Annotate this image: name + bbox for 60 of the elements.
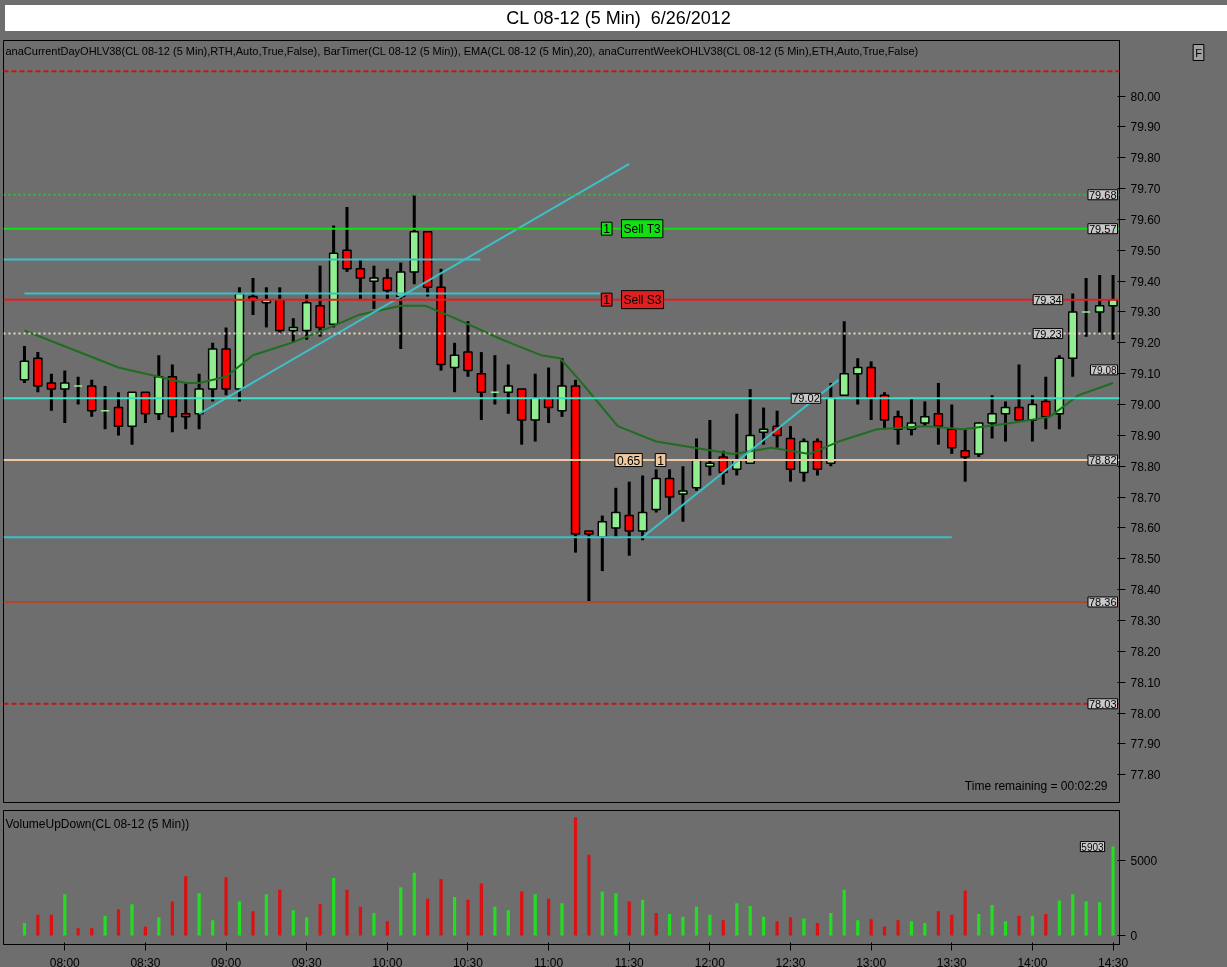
y-tick-label: 79.70 [1130,182,1161,197]
annotation: Sell S3 [623,292,662,307]
y-tick-label: 77.90 [1130,737,1161,752]
y-tick-label: 78.30 [1130,613,1161,628]
annotation: 5903 [1081,841,1105,853]
x-tick-label: 08:30 [130,955,161,967]
ref-line-label: 79.02 [792,392,820,405]
y-tick-label: 78.50 [1130,552,1161,567]
y-tick-label: 78.90 [1130,428,1161,443]
annotation: 0.65 [616,453,641,468]
y-tick-label: 78.20 [1130,644,1161,659]
x-tick-label: 10:00 [372,955,403,967]
x-tick-label: 08:00 [49,955,81,967]
ref-line-label: 78.82 [1088,454,1117,467]
chart-title: CL 08-12 (5 Min) 6/26/2012 [506,7,731,30]
y-tick-label: 78.80 [1130,459,1161,474]
y-tick-label: 79.90 [1130,120,1161,135]
y-tick-label: 78.40 [1130,583,1161,598]
ref-line-label: 79.57 [1088,222,1117,235]
annotation: Sell T3 [623,221,661,236]
x-tick-label: 09:30 [291,955,323,967]
y-tick-label: 79.30 [1130,305,1161,320]
ref-line-label: 79.23 [1034,327,1062,340]
x-tick-label: 11:00 [534,955,564,967]
y-tick-label: 79.80 [1130,151,1161,166]
x-tick-label: 14:30 [1098,955,1129,967]
y-tick-label: 78.00 [1130,706,1161,721]
y-tick-label: 79.40 [1130,274,1161,289]
text: F [1195,46,1203,59]
x-tick-label: 12:00 [694,955,726,967]
x-tick-label: 12:30 [775,955,806,967]
x-tick-label: 14:00 [1017,955,1048,967]
x-tick-label: 13:30 [936,955,968,967]
x-tick-label: 09:00 [211,955,242,967]
y-tick-label: 79.60 [1130,212,1161,227]
x-tick-label: 13:00 [856,955,887,967]
annotation: Time remaining = 00:02:29 [964,778,1108,793]
y-tick-label: 78.10 [1130,675,1161,690]
ref-line-label: 78.03 [1088,697,1117,710]
y-tick-label: 0 [1130,928,1138,943]
y-tick-label: 80.00 [1130,89,1161,104]
y-tick-label: 78.70 [1130,490,1161,505]
y-tick-label: 79.20 [1130,336,1161,351]
ref-line-label: 79.68 [1088,188,1117,201]
annotation: 1 [603,293,611,308]
x-tick-label: 11:30 [614,955,645,967]
chart-subtitle: anaCurrentDayOHLV38(CL 08-12 (5 Min),RTH,Auto,True,False), BarTimer(CL 08-12 (5 Min)), EMA(CL 08-12 (5 Min),20), anaCurrentWeekOHLV38(CL 08-12 (5 Min),ETH,Auto,True,False) [5,44,919,57]
annotation: 1 [603,222,611,237]
x-tick-label: 10:30 [452,955,484,967]
y-tick-label: 79.00 [1130,398,1161,413]
ref-line-label: 78.36 [1088,595,1117,608]
y-tick-label: 79.50 [1130,243,1161,258]
ref-line-label: 79.34 [1034,293,1062,306]
y-tick-label: 78.60 [1130,521,1161,536]
annotation: 79.08 [1091,364,1117,376]
y-tick-label: 79.10 [1130,367,1161,382]
y-tick-label: 77.80 [1130,768,1161,783]
annotation: 1 [657,453,665,468]
text: VolumeUpDown(CL 08-12 (5 Min)) [5,816,190,831]
y-tick-label: 5000 [1130,853,1158,868]
